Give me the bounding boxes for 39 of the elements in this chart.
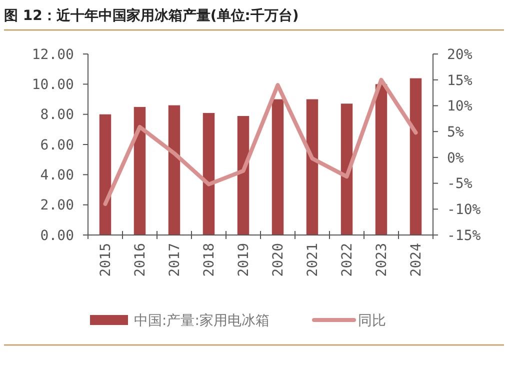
- x-tick-label: 2022: [340, 243, 356, 277]
- x-tick-label: 2018: [202, 243, 218, 277]
- x-tick-label: 2015: [98, 243, 114, 277]
- y2-tick-label: 10%: [447, 98, 473, 115]
- bar: [237, 116, 250, 235]
- legend-label: 同比: [358, 312, 386, 329]
- y-tick-label: 6.00: [40, 137, 74, 154]
- x-tick-label: 2024: [408, 243, 425, 277]
- bar: [340, 104, 353, 235]
- y-tick-label: 10.00: [32, 77, 74, 94]
- bar: [375, 84, 388, 235]
- y2-tick-label: 15%: [447, 72, 473, 89]
- bar: [306, 99, 318, 235]
- y2-tick-label: 5%: [447, 124, 464, 140]
- x-tick-label: 2020: [270, 243, 287, 277]
- y2-tick-label: -10%: [447, 202, 482, 218]
- y-tick-label: 8.00: [40, 107, 74, 124]
- bar: [272, 99, 284, 235]
- bar: [410, 78, 422, 235]
- chart-title: 图 12：近十年中国家用冰箱产量(单位:千万台): [4, 7, 299, 24]
- bar: [168, 105, 180, 235]
- bar: [134, 106, 146, 235]
- y-tick-label: 4.00: [40, 168, 74, 184]
- y-tick-label: 0.00: [40, 228, 74, 244]
- y-tick-label: 2.00: [40, 198, 74, 214]
- y-tick-label: 12.00: [32, 46, 74, 63]
- line-series: [103, 78, 418, 206]
- x-tick-label: 2016: [132, 243, 149, 277]
- x-tick-label: 2019: [236, 243, 252, 277]
- y2-tick-label: 0%: [447, 150, 464, 166]
- x-tick-label: 2023: [374, 243, 390, 277]
- x-tick-label: 2021: [305, 243, 322, 277]
- legend-label: 中国:产量:家用电冰箱: [134, 312, 270, 329]
- bar: [99, 114, 112, 235]
- x-tick-label: 2017: [167, 243, 184, 277]
- y2-tick-label: -15%: [447, 228, 482, 244]
- y2-tick-label: 20%: [447, 46, 473, 63]
- y2-tick-label: -5%: [447, 176, 473, 192]
- bar: [202, 112, 215, 235]
